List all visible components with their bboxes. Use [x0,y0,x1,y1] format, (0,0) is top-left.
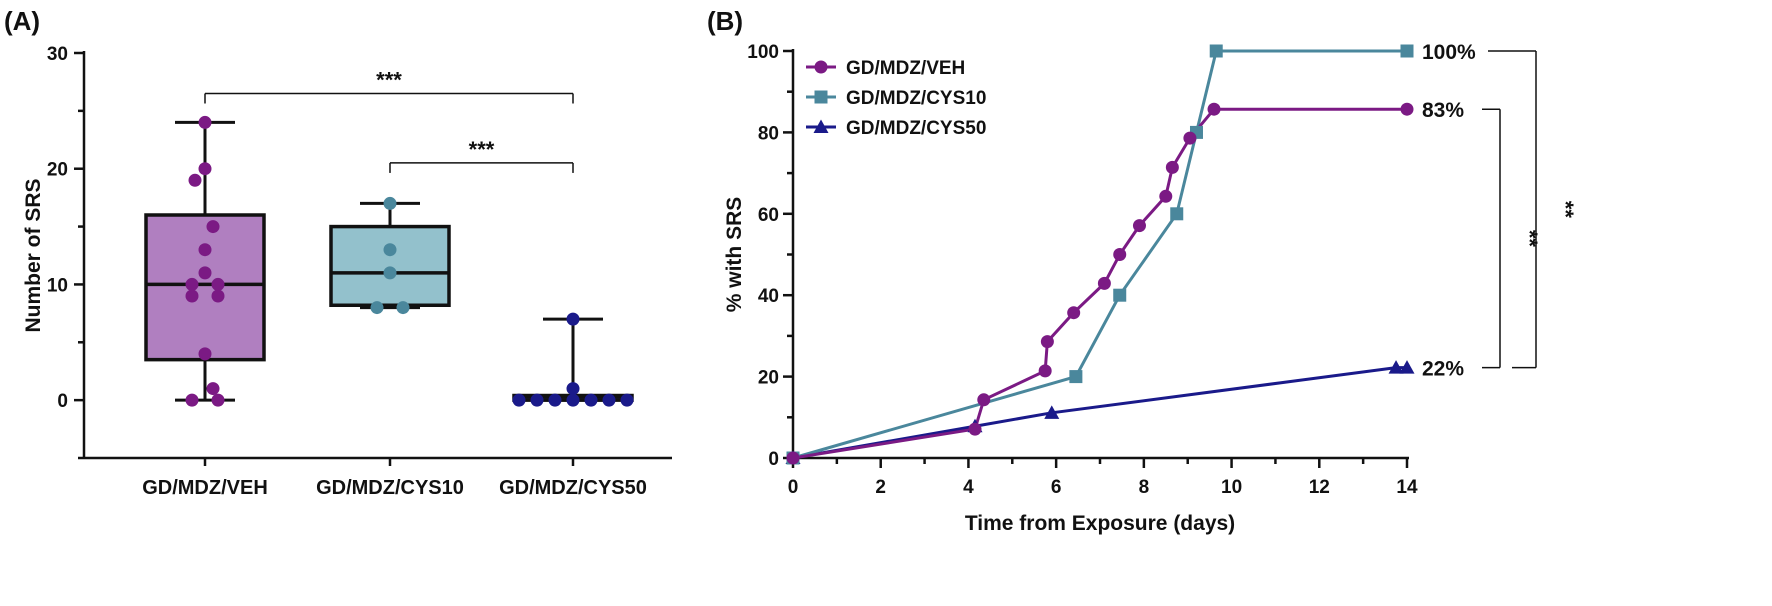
x-tick-label-b: 4 [963,477,974,498]
series-point [1388,360,1404,374]
data-point [206,382,220,396]
data-point [198,243,212,257]
series-point [1159,189,1173,203]
series-point [1097,276,1111,290]
x-tick-label-b: 10 [1221,477,1242,498]
x-tick-label-b: 8 [1139,477,1150,498]
data-point [383,266,397,280]
y-axis-title-b: % with SRS [723,197,746,313]
series-point [1113,248,1127,261]
data-point [396,301,410,315]
data-point [198,266,212,280]
data-point [584,393,598,407]
data-point [602,393,616,407]
data-point [620,393,634,407]
data-point [185,277,199,291]
x-axis-title-b: Time from Exposure (days) [965,512,1235,535]
series-point [1132,219,1146,233]
x-tick-label-b: 12 [1309,477,1330,498]
y-tick-label-a: 10 [47,275,68,296]
series-point [1400,44,1414,58]
x-tick-label-a: GD/MDZ/VEH [142,477,268,499]
series-point [1170,207,1184,221]
significance-label: *** [469,137,495,162]
series-point [1067,306,1081,320]
data-point [185,393,199,407]
y-axis-title-a: Number of SRS [22,178,45,332]
data-point [530,393,544,407]
data-point [211,393,225,407]
data-point [566,393,580,407]
legend-marker [814,90,828,104]
series-point [1400,102,1414,116]
y-tick-label-b: 0 [768,449,779,470]
data-point [211,289,225,303]
series-point [1399,360,1415,374]
data-point [383,243,397,257]
x-tick-label-a: GD/MDZ/CYS10 [316,477,464,499]
panel-label-b: (B) [707,6,743,36]
end-label: 100% [1422,41,1476,64]
data-point [198,162,212,176]
series-point [977,393,991,407]
box [329,224,451,308]
data-point [185,289,199,303]
x-tick-label-a: GD/MDZ/CYS50 [499,477,647,499]
significance-label: *** [376,68,402,93]
series-point [1069,370,1083,384]
data-point [383,196,397,210]
series-point [1165,160,1179,174]
series-point [1209,44,1223,58]
series-line [792,49,1407,460]
series-point [1183,131,1197,145]
y-tick-label-a: 0 [57,391,68,412]
y-tick-label-b: 80 [758,123,779,144]
x-tick-label-b: 6 [1051,477,1062,498]
x-tick-label-b: 2 [875,477,886,498]
significance-label: ** [1517,230,1542,248]
series-point [1038,364,1052,378]
y-tick-label-a: 20 [47,160,68,181]
data-point [370,301,384,315]
panel-label-a: (A) [4,6,40,36]
y-tick-label-b: 60 [758,205,779,226]
legend-marker [814,60,828,74]
x-tick-label-b: 14 [1396,477,1418,498]
legend-label: GD/MDZ/CYS50 [846,118,986,139]
y-tick-label-b: 40 [758,286,779,307]
end-label: 83% [1422,99,1464,122]
legend-label: GD/MDZ/VEH [846,58,965,79]
series-point [1207,102,1221,116]
y-tick-label-b: 100 [747,42,779,63]
y-tick-label-b: 20 [758,368,779,389]
data-point [198,347,212,361]
data-point [512,393,526,407]
series-point [968,422,982,436]
box [144,213,266,362]
end-label: 22% [1422,358,1464,381]
legend-label: GD/MDZ/CYS10 [846,88,986,109]
data-point [206,220,220,234]
series-point [1040,335,1054,349]
data-point [198,115,212,129]
data-point [566,312,580,326]
data-point [211,277,225,291]
data-point [566,382,580,396]
series-point [1044,405,1060,419]
significance-label: ** [1553,201,1578,219]
y-tick-label-a: 30 [47,44,68,65]
series-point [1113,288,1127,302]
series-point [786,451,800,465]
legend-marker [813,119,829,133]
x-tick-label-b: 0 [788,477,799,498]
data-point [548,393,562,407]
data-point [188,173,202,187]
